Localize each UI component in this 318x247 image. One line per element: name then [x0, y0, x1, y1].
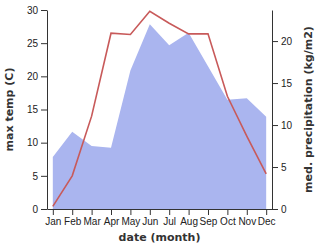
tick-label: 10 — [281, 120, 293, 131]
tick-label: 25 — [27, 38, 39, 49]
tick: Nov — [238, 209, 256, 227]
tick: Apr — [104, 209, 120, 227]
tick-mark — [208, 209, 209, 215]
tick: 10 — [27, 137, 47, 148]
x-axis: JanFebMarAprMayJun Jul AugSepOctNovDec — [45, 209, 275, 227]
tick-mark — [41, 76, 47, 77]
y-axis: 0 5 10 15 20 25 30 — [27, 5, 48, 215]
chart: JanFebMarAprMayJun Jul AugSepOctNovDec 0 5 10… — [0, 0, 318, 247]
tick-mark — [92, 209, 93, 215]
tick: 15 — [272, 78, 293, 89]
tick: Sep — [200, 209, 218, 227]
tick-label: 15 — [27, 104, 39, 115]
tick: Dec — [258, 209, 276, 227]
tick: 5 — [272, 162, 287, 173]
tick-mark — [227, 209, 228, 215]
tick-label: 30 — [27, 5, 39, 16]
tick-label: Oct — [220, 216, 236, 227]
tick-label: Mar — [83, 216, 101, 227]
tick: 0 — [32, 204, 47, 215]
tick: Oct — [220, 209, 236, 227]
y2-axis-title: med. precipitation (kg/m2) — [302, 26, 315, 193]
tick-mark — [130, 209, 131, 215]
tick-label: Jul — [163, 216, 176, 227]
tick-mark — [189, 209, 190, 215]
tick-mark — [272, 41, 278, 42]
tick-mark — [150, 209, 151, 215]
tick: 15 — [27, 104, 47, 115]
tick-label: Aug — [180, 216, 198, 227]
tick-mark — [41, 143, 47, 144]
tick: Feb — [64, 209, 82, 227]
tick-mark — [272, 83, 278, 84]
tick: 20 — [27, 71, 47, 82]
tick-label: Dec — [258, 216, 276, 227]
tick: May — [121, 209, 140, 227]
tick: 30 — [27, 5, 47, 16]
y-axis-title: max temp (C) — [3, 68, 16, 152]
tick-label: May — [121, 216, 140, 227]
tick-label: Feb — [64, 216, 82, 227]
tick: 5 — [32, 171, 47, 182]
tick-label: 5 — [281, 162, 287, 173]
tick: 20 — [272, 36, 293, 47]
tick-label: 15 — [281, 78, 293, 89]
tick-mark — [72, 209, 73, 215]
tick-mark — [41, 110, 47, 111]
tick-label: Jun — [142, 216, 158, 227]
tick-mark — [272, 125, 278, 126]
tick: 0 — [272, 204, 287, 215]
tick: Jan — [45, 209, 61, 227]
tick-label: 20 — [27, 71, 39, 82]
tick-label: Apr — [104, 216, 120, 227]
tick-label: 0 — [32, 204, 38, 215]
tick-mark — [41, 43, 47, 44]
tick: Aug — [180, 209, 198, 227]
tick-mark — [247, 209, 248, 215]
tick-label: Nov — [238, 216, 256, 227]
tick-label: Sep — [200, 216, 218, 227]
tick-mark — [266, 209, 267, 215]
tick: 10 — [272, 120, 293, 131]
tick-label: 5 — [32, 171, 38, 182]
tick-label: 20 — [281, 36, 293, 47]
tick-mark — [53, 209, 54, 215]
tick-mark — [41, 176, 47, 177]
temperature-line — [53, 11, 266, 206]
tick: Jun — [142, 209, 158, 227]
tick-mark — [111, 209, 112, 215]
y-axis-line — [47, 11, 48, 210]
tick-mark — [272, 209, 278, 210]
tick-mark — [41, 10, 47, 11]
x-axis-title: date (month) — [119, 231, 201, 244]
tick-mark — [41, 209, 47, 210]
y2-axis: 0 5 10 15 20 — [272, 11, 293, 215]
tick-mark — [169, 209, 170, 215]
precipitation-area — [53, 24, 266, 209]
tick: Mar — [83, 209, 101, 227]
tick-label: 10 — [27, 137, 39, 148]
y2-axis-line — [272, 11, 273, 210]
tick: Jul — [163, 209, 176, 227]
tick-label: 0 — [281, 204, 287, 215]
plot-area — [53, 11, 266, 209]
x-axis-line — [48, 209, 273, 210]
tick-mark — [272, 167, 278, 168]
tick: 25 — [27, 38, 47, 49]
tick-label: Jan — [45, 216, 61, 227]
